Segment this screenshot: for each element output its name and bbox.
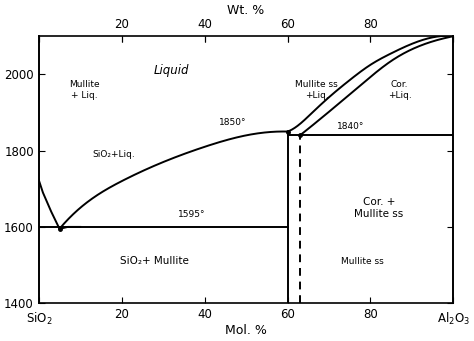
Text: 1840°: 1840° <box>337 122 365 131</box>
X-axis label: Wt. %: Wt. % <box>228 4 264 17</box>
X-axis label: Mol. %: Mol. % <box>225 324 267 337</box>
Text: SiO₂+Liq.: SiO₂+Liq. <box>93 150 136 159</box>
Text: Mullite
+ Liq.: Mullite + Liq. <box>69 79 100 100</box>
Text: SiO$_2$: SiO$_2$ <box>26 311 52 327</box>
Text: Al$_2$O$_3$: Al$_2$O$_3$ <box>437 311 470 327</box>
Text: 1850°: 1850° <box>219 118 246 127</box>
Text: 1595°: 1595° <box>178 210 206 219</box>
Text: Liquid: Liquid <box>154 64 189 77</box>
Text: Cor. +
Mullite ss: Cor. + Mullite ss <box>354 197 403 219</box>
Text: SiO₂+ Mullite: SiO₂+ Mullite <box>120 256 189 266</box>
Text: Mullite ss
+Liq.: Mullite ss +Liq. <box>295 79 338 100</box>
Text: Mullite ss: Mullite ss <box>341 257 384 266</box>
Text: Cor.
+Liq.: Cor. +Liq. <box>388 79 411 100</box>
